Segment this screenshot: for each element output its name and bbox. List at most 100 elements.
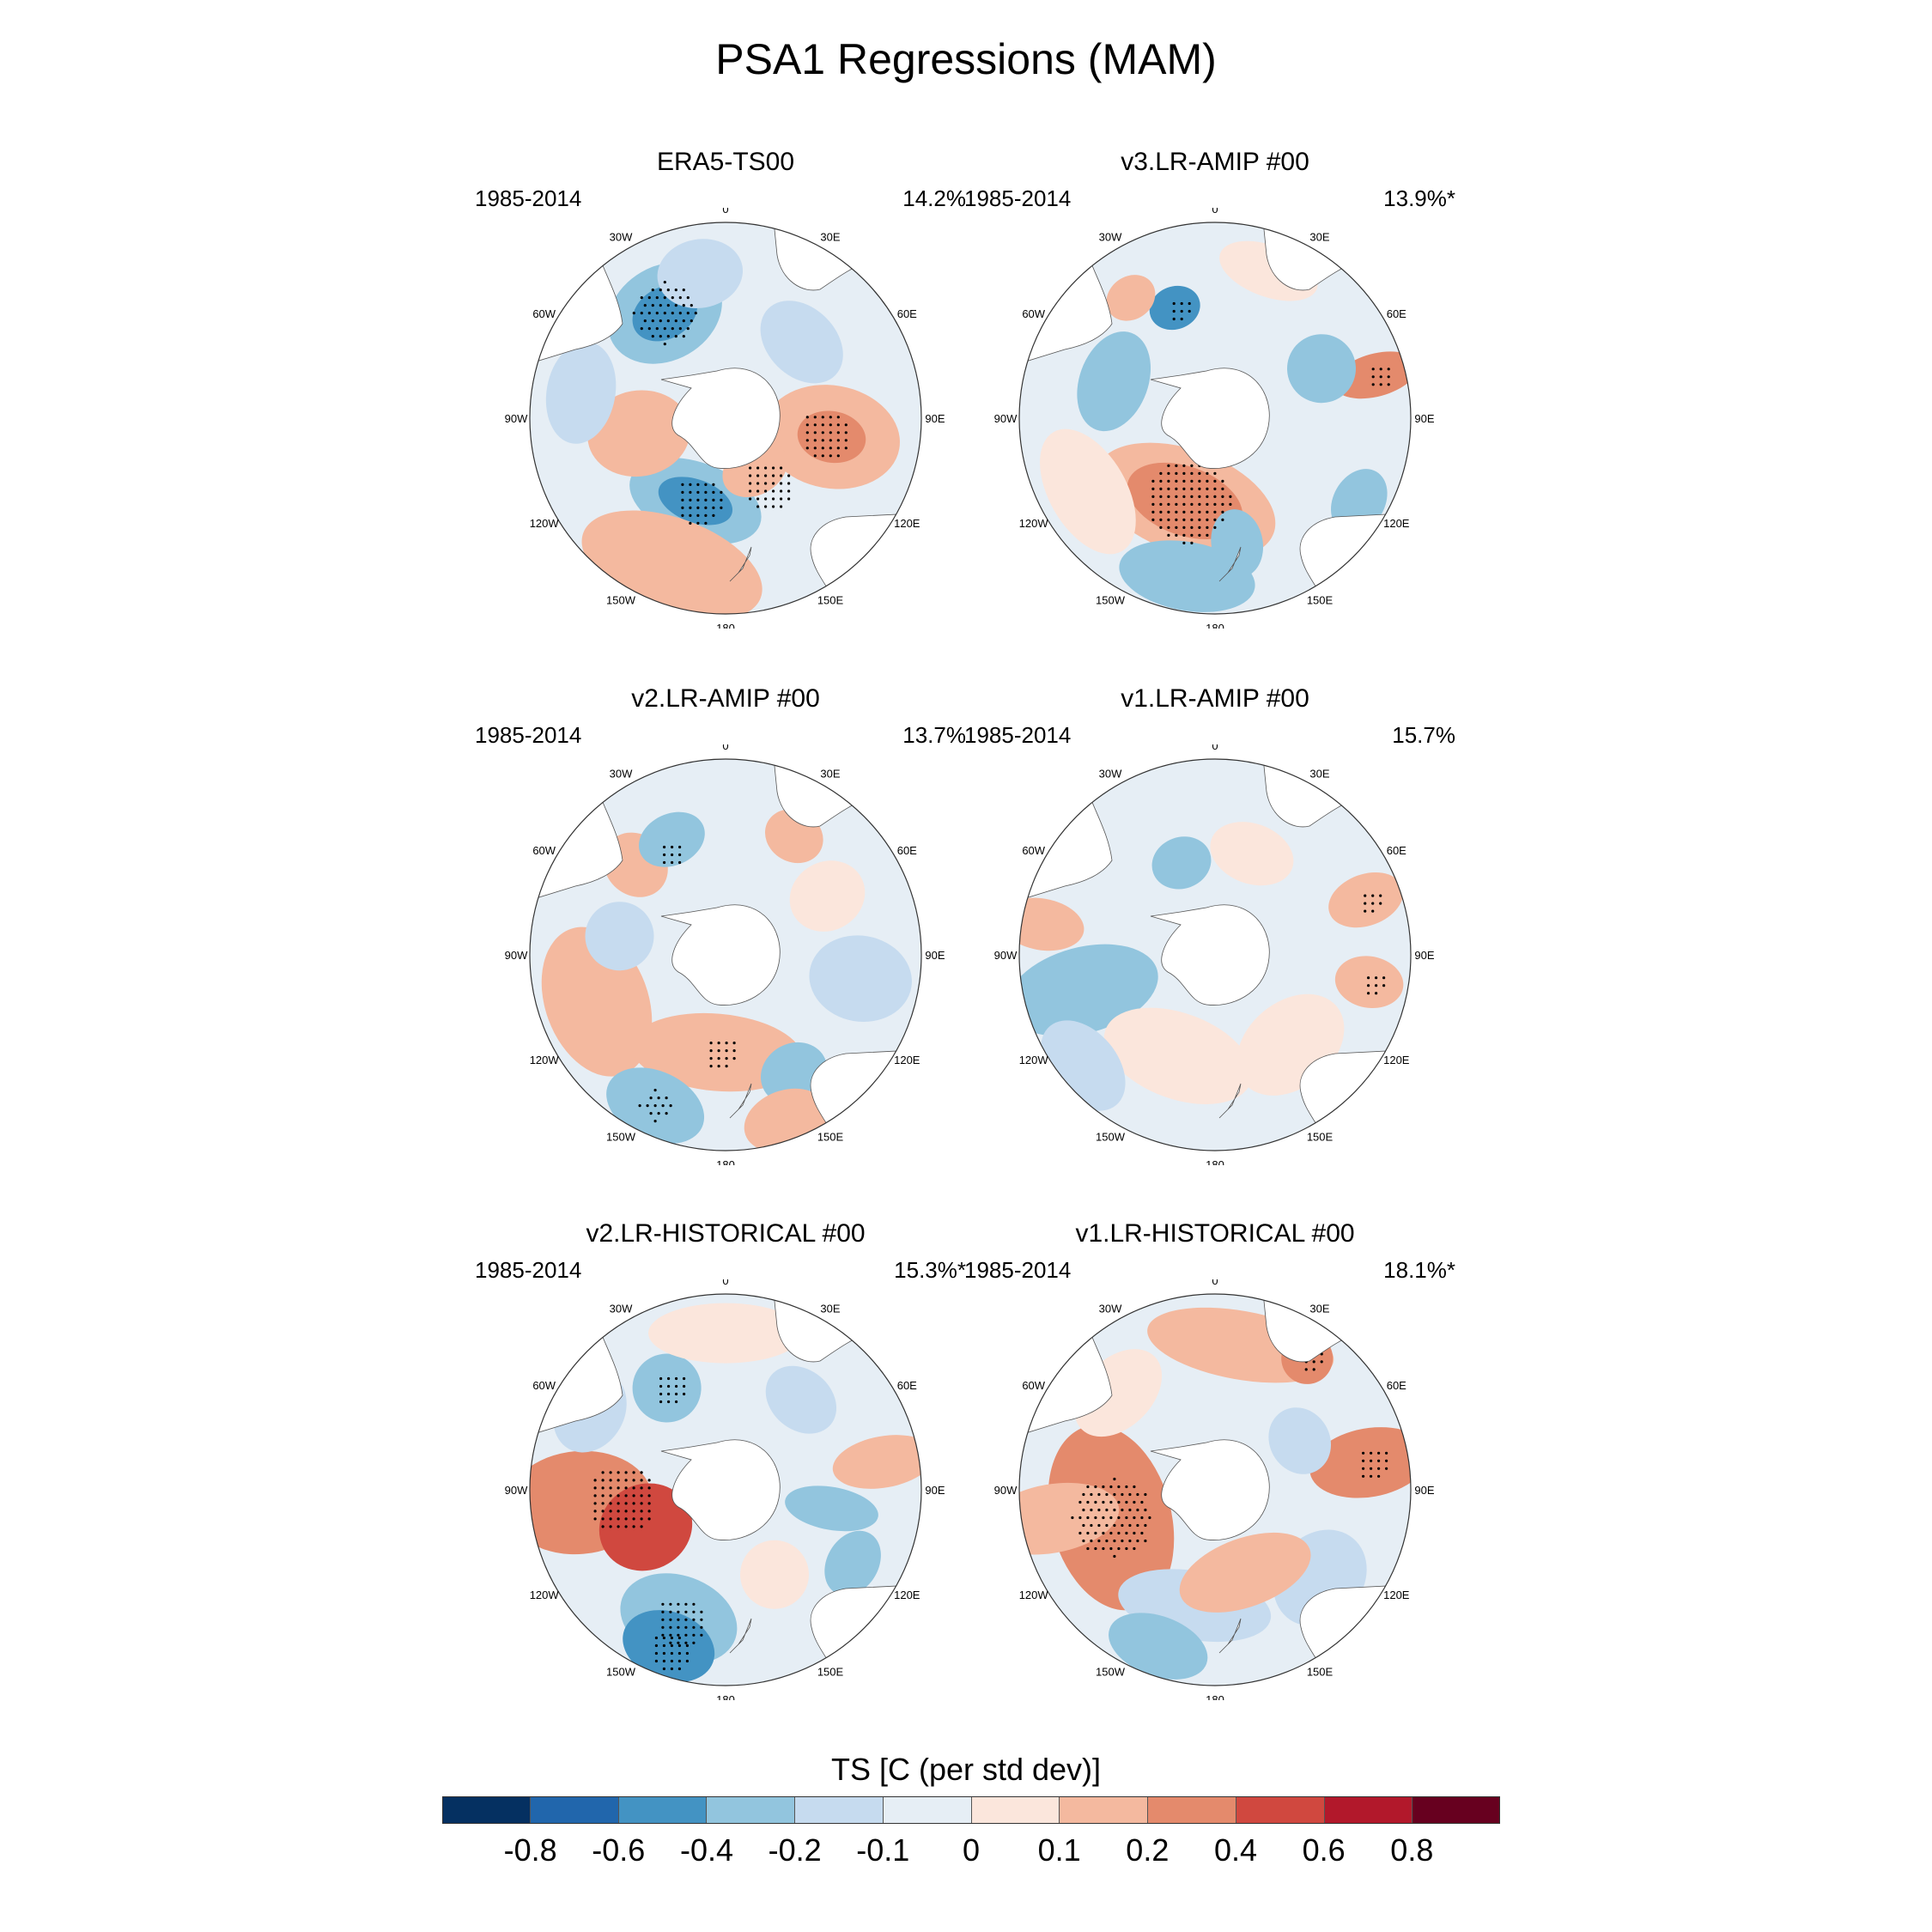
significance-dot xyxy=(669,1618,672,1621)
significance-dot xyxy=(1188,301,1191,306)
significance-dot xyxy=(601,1471,605,1474)
significance-dot xyxy=(1172,301,1176,306)
significance-dot xyxy=(593,1517,597,1521)
significance-dot xyxy=(601,1517,605,1521)
significance-dot xyxy=(690,304,693,307)
panel-v3-amip: v3.LR-AMIP #00 1985-2014 13.9%* 0 30E 60E 9… xyxy=(940,148,1490,629)
anomaly-region xyxy=(1149,285,1200,331)
significance-dot xyxy=(1190,541,1194,544)
significance-dot xyxy=(829,423,832,427)
significance-dot xyxy=(640,1471,643,1474)
significance-dot xyxy=(1102,1500,1105,1504)
significance-dot xyxy=(632,1525,635,1528)
colorbar-tick-label: -0.8 xyxy=(503,1832,557,1868)
significance-dot xyxy=(1371,902,1375,905)
significance-dot xyxy=(1370,1459,1373,1462)
polar-map-v3-amip: 0 30E 60E 90E 120E 150E 180 150W 120W 90W 60W 30W xyxy=(994,208,1435,629)
polar-map-v2-hist: 0 30E 60E 90E 120E 150E 180 150W 120W 90W 60W 30W xyxy=(505,1279,945,1700)
significance-dot xyxy=(654,1643,658,1648)
anomaly-region xyxy=(585,902,654,971)
anomaly-region xyxy=(1040,428,1136,555)
significance-dot xyxy=(749,482,752,485)
significance-dot xyxy=(670,1643,673,1648)
significance-dot xyxy=(829,431,832,434)
significance-dot xyxy=(1133,1546,1136,1551)
colorbar-tick-label: -0.2 xyxy=(768,1832,822,1868)
longitude-label: 90W xyxy=(994,1484,1018,1497)
significance-dot xyxy=(821,423,824,427)
longitude-label: 120W xyxy=(1019,1054,1049,1066)
significance-dot xyxy=(756,466,760,470)
longitude-label: 30E xyxy=(820,1303,840,1315)
significance-dot xyxy=(1190,471,1194,475)
significance-dot xyxy=(638,1104,641,1108)
longitude-label: 90W xyxy=(505,412,528,425)
significance-dot xyxy=(667,1400,671,1404)
longitude-label: 150W xyxy=(606,1665,636,1678)
panel-v1-hist: v1.LR-HISTORICAL #00 1985-2014 18.1%* 0 3… xyxy=(940,1219,1490,1700)
significance-dot xyxy=(1167,518,1170,521)
significance-dot xyxy=(677,1643,681,1648)
longitude-label: 120E xyxy=(894,1589,920,1601)
significance-dot xyxy=(1198,479,1201,483)
significance-dot xyxy=(756,482,760,485)
significance-dot xyxy=(657,1097,660,1100)
significance-dot xyxy=(1094,1531,1097,1535)
significance-dot xyxy=(678,853,682,857)
significance-dot xyxy=(1167,510,1170,513)
longitude-label: 150E xyxy=(1307,1665,1334,1678)
significance-dot xyxy=(684,1610,688,1613)
significance-dot xyxy=(709,1049,713,1053)
significance-dot xyxy=(1175,464,1178,467)
significance-dot xyxy=(663,343,666,346)
significance-dot xyxy=(1198,518,1201,521)
significance-dot xyxy=(772,466,775,470)
significance-dot xyxy=(1140,1531,1144,1535)
significance-dot xyxy=(1140,1500,1144,1504)
significance-dot xyxy=(1136,1523,1139,1528)
significance-dot xyxy=(1113,1477,1116,1481)
significance-dot xyxy=(1190,510,1194,513)
map-boundary xyxy=(529,1293,922,1686)
significance-dot xyxy=(632,312,635,315)
significance-dot xyxy=(1188,309,1191,313)
significance-dot xyxy=(756,489,760,493)
significance-dot xyxy=(601,1502,605,1505)
significance-dot xyxy=(624,1494,628,1498)
longitude-label: 120E xyxy=(1383,1589,1410,1601)
significance-dot xyxy=(772,482,775,485)
significance-dot xyxy=(1117,1546,1121,1551)
longitude-label: 90E xyxy=(1414,949,1434,962)
significance-dot xyxy=(624,1486,628,1490)
significance-dot xyxy=(601,1486,605,1490)
significance-dot xyxy=(821,454,824,458)
significance-dot xyxy=(617,1510,620,1513)
figure-title: PSA1 Regressions (MAM) xyxy=(715,35,1217,83)
significance-dot xyxy=(632,1510,635,1513)
significance-dot xyxy=(749,497,752,501)
panel-v1-amip: v1.LR-AMIP #00 1985-2014 15.7% 0 30E 60E 90… xyxy=(940,684,1490,1165)
anomaly-region xyxy=(740,1540,809,1609)
africa-landmass xyxy=(1261,1294,1388,1363)
significance-dot xyxy=(683,1384,686,1388)
significance-dot xyxy=(593,1486,597,1490)
significance-dot xyxy=(704,506,708,509)
significance-dot xyxy=(694,312,697,315)
map-boundary xyxy=(1018,758,1412,1151)
significance-dot xyxy=(712,498,715,501)
significance-dot xyxy=(1113,1539,1116,1543)
significance-dot xyxy=(1144,1539,1147,1543)
significance-dot xyxy=(1128,1523,1132,1528)
longitude-label: 120W xyxy=(530,1054,560,1066)
anomaly-region xyxy=(598,1483,693,1571)
significance-dot xyxy=(1221,479,1224,483)
significance-dot xyxy=(1172,317,1176,321)
significance-dot xyxy=(647,327,651,331)
significance-dot xyxy=(669,1633,672,1637)
significance-dot xyxy=(689,521,692,525)
significance-dot xyxy=(1387,375,1390,379)
colorbar-box xyxy=(971,1796,1060,1824)
significance-dot xyxy=(813,416,817,419)
longitude-label: 150W xyxy=(1096,1130,1126,1143)
significance-dot xyxy=(1113,1492,1116,1497)
